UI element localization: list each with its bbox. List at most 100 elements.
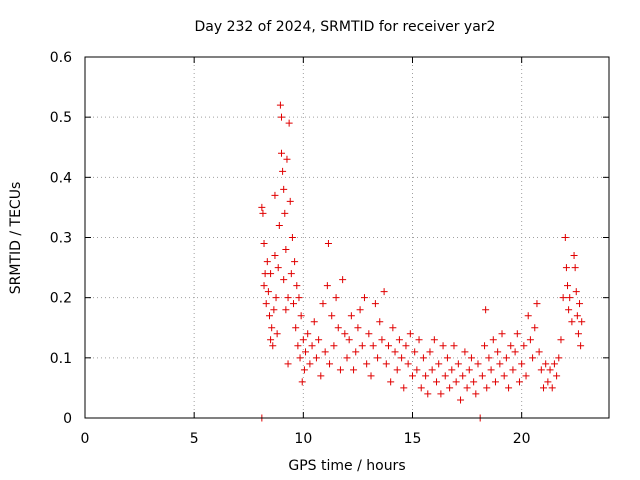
data-point <box>332 294 340 302</box>
data-point <box>413 366 421 374</box>
data-point <box>578 318 586 326</box>
data-point <box>296 354 304 362</box>
data-point <box>280 185 288 193</box>
data-point <box>393 366 401 374</box>
data-point <box>437 390 445 398</box>
data-point <box>276 101 284 109</box>
data-point <box>544 378 552 386</box>
data-point <box>559 294 567 302</box>
data-point <box>260 240 268 248</box>
data-point <box>500 372 508 380</box>
data-point <box>262 300 270 308</box>
data-point <box>293 282 301 290</box>
data-point <box>291 258 299 266</box>
data-point <box>319 300 327 308</box>
data-point <box>537 366 545 374</box>
data-point <box>328 312 336 320</box>
data-point <box>369 342 377 350</box>
data-point <box>267 336 275 344</box>
data-point <box>426 348 434 356</box>
data-point <box>542 360 550 368</box>
data-point <box>358 342 366 350</box>
data-point <box>275 221 283 229</box>
data-point <box>494 348 502 356</box>
data-point <box>282 246 290 254</box>
data-points <box>258 101 586 422</box>
data-point <box>526 336 534 344</box>
data-point <box>354 324 362 332</box>
data-point <box>356 306 364 314</box>
data-point <box>518 360 526 368</box>
data-point <box>404 360 412 368</box>
data-point <box>308 342 316 350</box>
data-point <box>263 258 271 266</box>
data-point <box>428 366 436 374</box>
data-point <box>441 372 449 380</box>
data-point <box>363 360 371 368</box>
data-point <box>306 360 314 368</box>
data-point <box>310 318 318 326</box>
y-tick-label: 0.1 <box>50 351 72 367</box>
data-point <box>465 366 473 374</box>
data-point <box>260 282 268 290</box>
data-point <box>343 354 351 362</box>
data-point <box>509 366 517 374</box>
y-axis-label: SRMTID / TECUs <box>8 182 24 295</box>
data-point <box>284 360 292 368</box>
chart-title: Day 232 of 2024, SRMTID for receiver yar… <box>195 19 496 35</box>
data-point <box>323 282 331 290</box>
data-point <box>285 119 293 127</box>
y-tick-label: 0.3 <box>50 231 72 247</box>
data-point <box>339 276 347 284</box>
data-point <box>280 276 288 284</box>
data-point <box>557 336 565 344</box>
data-point <box>281 209 289 217</box>
data-point <box>478 372 486 380</box>
data-point <box>406 330 414 338</box>
x-tick-label: 15 <box>404 431 422 447</box>
data-point <box>398 354 406 362</box>
data-point <box>391 348 399 356</box>
axis-ticks: 0 0.1 0.2 0.3 0.4 0.5 0.6 0 5 10 15 20 <box>50 50 609 447</box>
data-point <box>336 366 344 374</box>
data-point <box>457 396 465 404</box>
data-point <box>555 354 563 362</box>
data-point <box>529 354 537 362</box>
data-point <box>302 348 310 356</box>
data-point <box>424 390 432 398</box>
data-point <box>461 348 469 356</box>
data-point <box>550 360 558 368</box>
x-tick-label: 20 <box>513 431 531 447</box>
data-point <box>573 312 581 320</box>
data-point <box>290 300 298 308</box>
data-point <box>378 336 386 344</box>
data-point <box>548 384 556 392</box>
data-point <box>269 342 277 350</box>
data-point <box>292 324 300 332</box>
data-point <box>367 372 375 380</box>
data-point <box>564 282 572 290</box>
data-point <box>278 113 285 121</box>
data-point <box>297 312 305 320</box>
data-point <box>448 366 456 374</box>
data-point <box>472 390 480 398</box>
x-tick-label: 5 <box>190 431 199 447</box>
data-point <box>315 336 323 344</box>
data-point <box>411 348 419 356</box>
data-point <box>546 366 554 374</box>
data-point <box>387 378 395 386</box>
x-tick-label: 0 <box>81 431 90 447</box>
data-point <box>288 234 296 241</box>
y-tick-label: 0 <box>63 411 72 427</box>
data-point <box>524 312 532 320</box>
data-point <box>470 378 478 386</box>
data-point <box>374 354 382 362</box>
data-point <box>402 342 410 350</box>
data-point <box>520 342 528 350</box>
data-point <box>380 288 388 296</box>
data-point <box>376 318 384 326</box>
data-point <box>395 336 403 344</box>
data-point <box>568 318 576 326</box>
data-point <box>565 306 573 314</box>
data-point <box>422 372 430 380</box>
